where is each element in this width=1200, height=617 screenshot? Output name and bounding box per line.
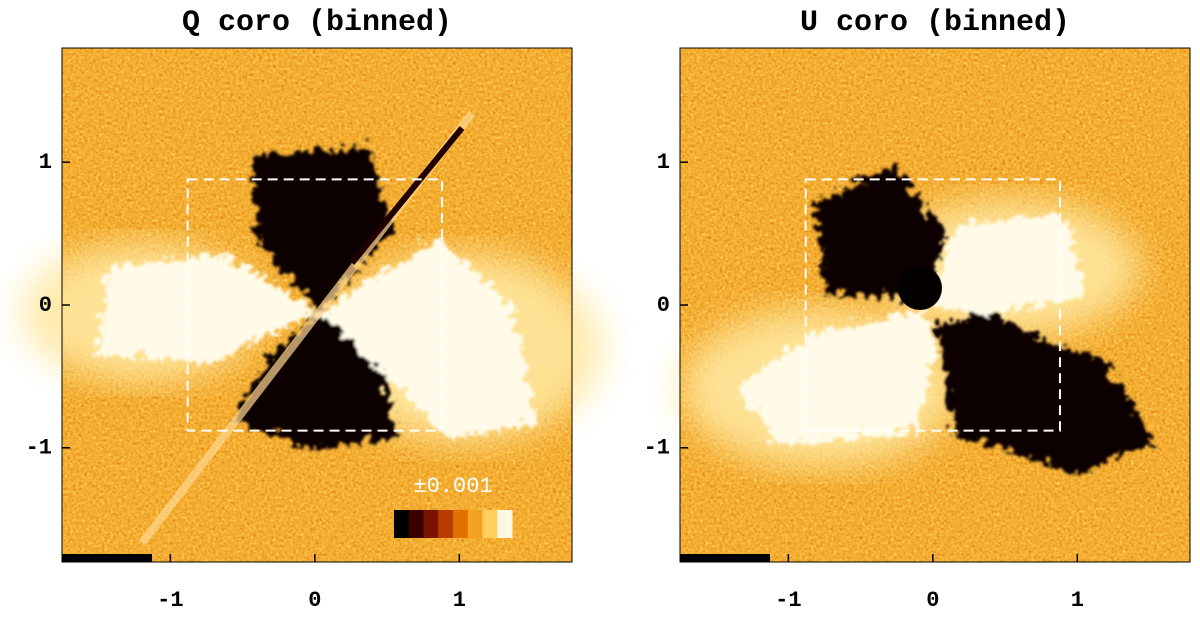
edge: [62, 554, 152, 562]
y-tick-label: 1: [39, 150, 52, 175]
x-tick-label: -1: [157, 588, 183, 613]
x-tick-label: 1: [1071, 588, 1084, 613]
dark-core: [898, 266, 942, 310]
dark-lobe: [810, 158, 940, 298]
bright-lobe: [92, 248, 314, 358]
spike: [349, 126, 465, 265]
region-box: [804, 178, 1061, 432]
colorbar-swatch: [408, 510, 424, 538]
dark-lobe: [227, 306, 392, 443]
lobes: [92, 143, 532, 443]
lobes: [730, 158, 1150, 468]
bright-lobe: [314, 233, 532, 433]
colorbar-swatch: [438, 510, 454, 538]
y-tick-label: -1: [644, 436, 670, 461]
edge: [680, 554, 770, 562]
bright-lobe: [925, 208, 1080, 313]
colorbar-swatch: [423, 510, 439, 538]
x-tick-label: 1: [453, 588, 466, 613]
colorbar-swatch: [453, 510, 469, 538]
colorbar-swatch: [467, 510, 483, 538]
x-tick-label: 0: [308, 588, 321, 613]
colorbar-swatch: [394, 510, 410, 538]
panel-title: Q coro (binned): [182, 6, 452, 40]
y-tick-label: -1: [26, 436, 52, 461]
colorbar-swatch: [497, 510, 513, 538]
x-tick-label: -1: [775, 588, 801, 613]
panel-title: U coro (binned): [800, 6, 1070, 40]
x-tick-label: 0: [926, 588, 939, 613]
y-tick-label: 0: [39, 293, 52, 318]
region-box: [186, 178, 443, 432]
dark-lobe: [247, 143, 387, 306]
image: [22, 47, 602, 563]
colorbar-swatch: [482, 510, 498, 538]
dark-lobe: [930, 308, 1150, 468]
image: [679, 47, 1191, 563]
bright-lobe: [730, 303, 930, 438]
y-tick-label: 1: [657, 150, 670, 175]
y-tick-label: 0: [657, 293, 670, 318]
colorbar-label: ±0.001: [413, 474, 492, 499]
